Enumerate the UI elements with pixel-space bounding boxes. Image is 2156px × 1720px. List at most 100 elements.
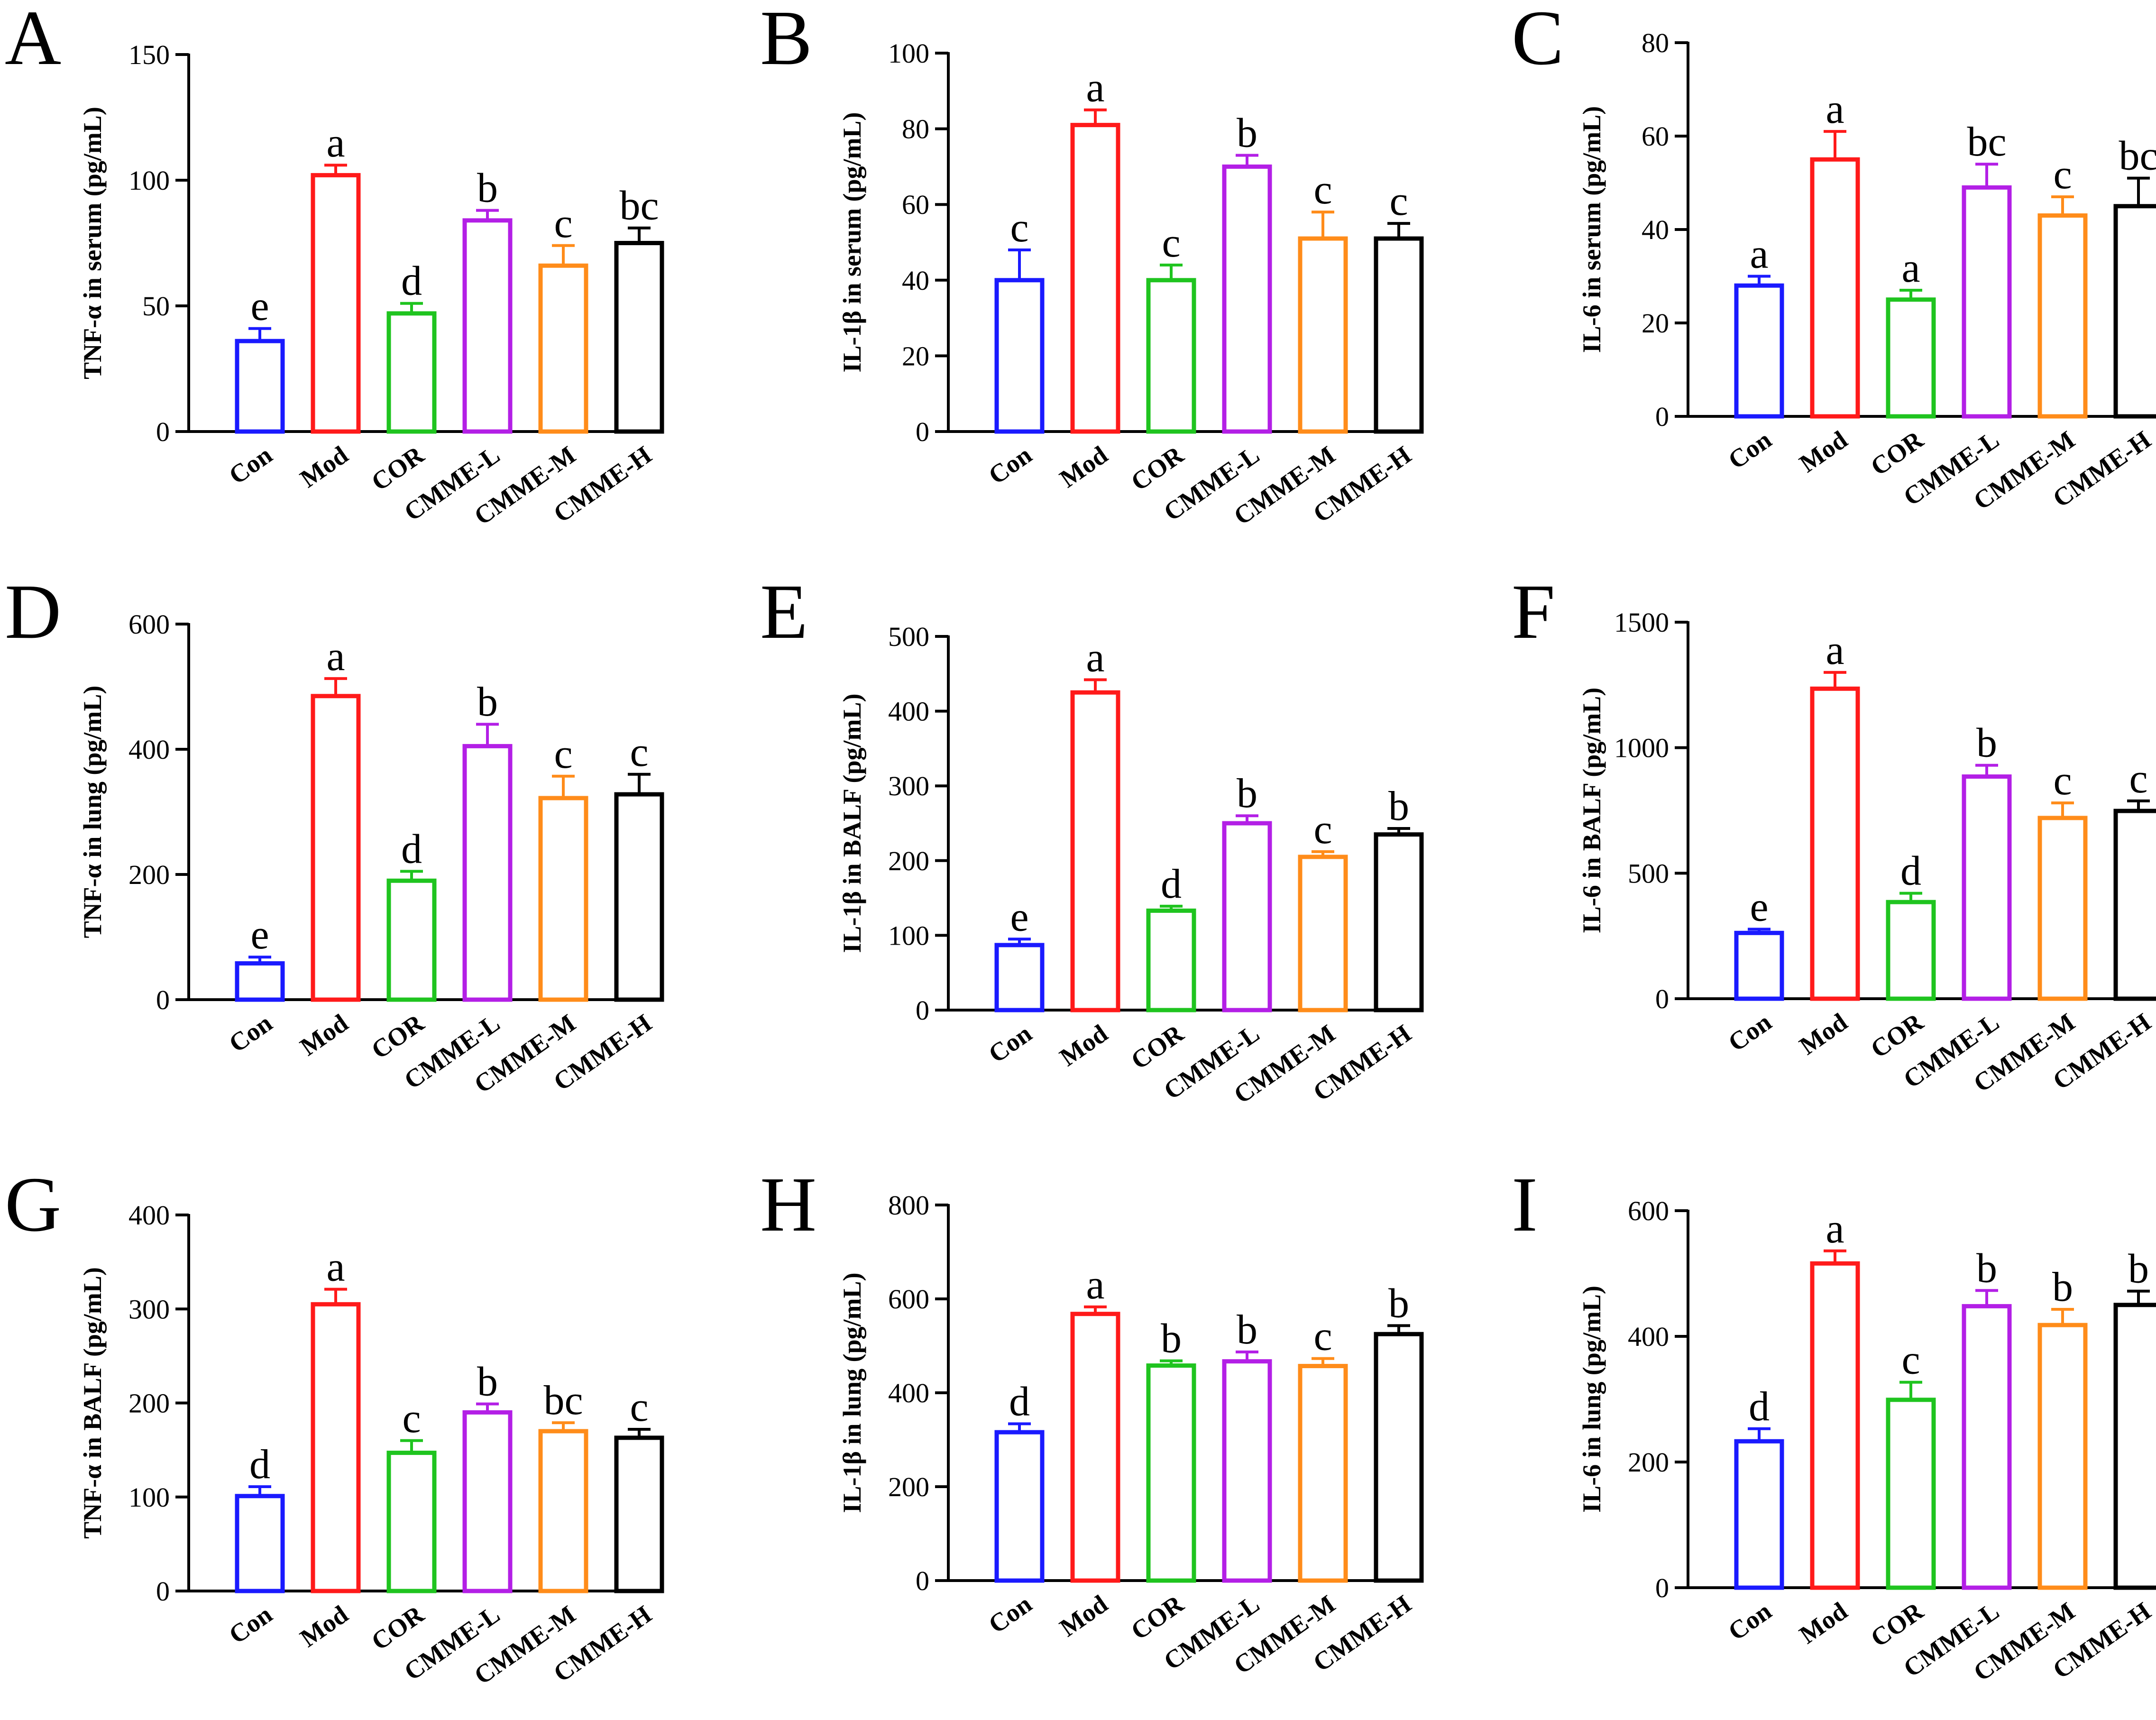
significance-letter: bc: [543, 1378, 583, 1424]
significance-letter: e: [1750, 884, 1768, 930]
bar-con: [1734, 1439, 1784, 1590]
significance-letter: c: [1313, 167, 1332, 213]
panel-i: I 0 200 400 600 IL-6 in lung (pg/mL) d Con a Mod c…: [1512, 1161, 2156, 1687]
y-tick-label: 400: [128, 734, 170, 765]
significance-letter: c: [1901, 1337, 1920, 1383]
significance-letter: d: [249, 1442, 270, 1488]
panel-letter: D: [5, 568, 61, 655]
significance-letter: a: [1750, 231, 1768, 277]
bar-cor: [386, 1451, 437, 1593]
significance-letter: bc: [2119, 133, 2156, 179]
y-tick-label: 80: [1642, 28, 1669, 58]
x-tick-label: Con: [983, 1590, 1037, 1639]
bar-mod: [311, 1302, 361, 1593]
panel-letter: I: [1512, 1161, 1538, 1248]
significance-letter: b: [1388, 1280, 1409, 1326]
significance-letter: b: [1237, 110, 1257, 156]
panel-letter: C: [1512, 0, 1564, 81]
significance-letter: bc: [1967, 119, 2006, 165]
significance-letter: a: [326, 1244, 345, 1290]
panel-letter: B: [760, 0, 812, 81]
y-axis-title: IL-1β in lung (pg/mL): [838, 1272, 866, 1513]
y-tick-label: 200: [888, 1472, 929, 1502]
significance-letter: e: [250, 912, 269, 958]
x-tick-label: Con: [224, 1009, 277, 1058]
y-tick-label: 60: [902, 189, 929, 220]
y-tick-label: 150: [128, 39, 170, 70]
bar-cmme-l: [1222, 821, 1272, 1012]
bar-cmme-h: [614, 792, 664, 1002]
panel-b: B 0 20 40 60 80 100 IL-1β in serum (pg/mL) c Con a…: [760, 0, 1424, 531]
significance-letter: c: [554, 201, 572, 247]
significance-letter: b: [477, 166, 498, 212]
y-tick-label: 0: [156, 416, 170, 447]
panel-letter: F: [1512, 568, 1555, 655]
y-tick-label: 80: [902, 114, 929, 145]
x-tick-label: Mod: [1794, 1597, 1853, 1649]
bar-con: [994, 1430, 1045, 1583]
y-tick-label: 0: [156, 1576, 170, 1607]
y-tick-label: 200: [1628, 1447, 1669, 1478]
significance-letter: b: [477, 679, 498, 725]
x-tick-label: Mod: [295, 1009, 353, 1061]
significance-letter: d: [401, 826, 422, 872]
y-tick-label: 300: [888, 771, 929, 801]
panel-d: D 0 200 400 600 TNF-α in lung (pg/mL) e Con a Mod…: [5, 568, 664, 1099]
significance-letter: b: [1237, 771, 1257, 817]
significance-letter: a: [1086, 1262, 1104, 1308]
significance-letter: a: [1901, 245, 1920, 291]
y-axis-title: TNF-α in lung (pg/mL): [78, 686, 107, 938]
bar-cmme-m: [538, 796, 588, 1002]
significance-letter: c: [1313, 1314, 1332, 1360]
x-tick-label: Con: [224, 1600, 277, 1649]
bar-mod: [1810, 686, 1860, 1001]
significance-letter: c: [402, 1396, 421, 1442]
x-tick-label: Mod: [295, 1600, 353, 1653]
significance-letter: c: [1313, 807, 1332, 853]
y-tick-label: 20: [902, 340, 929, 371]
y-tick-label: 100: [128, 165, 170, 196]
bar-cmme-h: [2113, 204, 2156, 419]
y-tick-label: 200: [128, 859, 170, 890]
y-tick-label: 20: [1642, 308, 1669, 339]
significance-letter: d: [1161, 861, 1182, 907]
y-axis-title: TNF-α in serum (pg/mL): [78, 107, 107, 379]
y-tick-label: 100: [888, 38, 929, 69]
significance-letter: b: [2128, 1246, 2149, 1292]
y-tick-label: 100: [128, 1482, 170, 1513]
bar-cor: [1146, 908, 1196, 1012]
y-tick-label: 800: [888, 1190, 929, 1221]
y-tick-label: 0: [1655, 984, 1669, 1014]
significance-letter: b: [1388, 783, 1409, 829]
y-tick-label: 600: [1628, 1196, 1669, 1226]
bar-cor: [1886, 297, 1936, 419]
panel-e: E 0 100 200 300 400 500 IL-1β in BALF (pg/mL) e C…: [760, 568, 1424, 1109]
y-tick-label: 40: [902, 265, 929, 296]
significance-letter: bc: [619, 183, 659, 229]
bar-cmme-m: [538, 263, 588, 434]
bar-con: [235, 339, 285, 434]
significance-letter: d: [1900, 848, 1921, 894]
bar-con: [1734, 930, 1784, 1001]
y-tick-label: 300: [128, 1294, 170, 1324]
bar-cmme-m: [2037, 1323, 2088, 1590]
bar-cmme-h: [614, 1435, 664, 1593]
bar-cmme-m: [1298, 855, 1348, 1012]
y-tick-label: 0: [916, 995, 929, 1026]
panel-h: H 0 200 400 600 800 IL-1β in lung (pg/mL) d Con a…: [760, 1161, 1424, 1680]
significance-letter: a: [326, 634, 345, 680]
significance-letter: b: [2052, 1264, 2073, 1310]
bar-mod: [1810, 157, 1860, 419]
bar-mod: [1070, 1312, 1120, 1583]
x-tick-label: Con: [1723, 1008, 1777, 1057]
y-tick-label: 0: [156, 984, 170, 1015]
y-tick-label: 400: [888, 696, 929, 727]
y-axis-title: IL-1β in serum (pg/mL): [838, 112, 866, 373]
x-tick-label: Con: [224, 441, 277, 490]
significance-letter: c: [1010, 205, 1028, 251]
x-tick-label: Mod: [1055, 1590, 1113, 1642]
y-axis-title: IL-6 in serum (pg/mL): [1578, 106, 1606, 353]
x-tick-label: Con: [983, 441, 1037, 490]
significance-letter: a: [1826, 627, 1844, 673]
significance-letter: c: [2129, 756, 2147, 802]
